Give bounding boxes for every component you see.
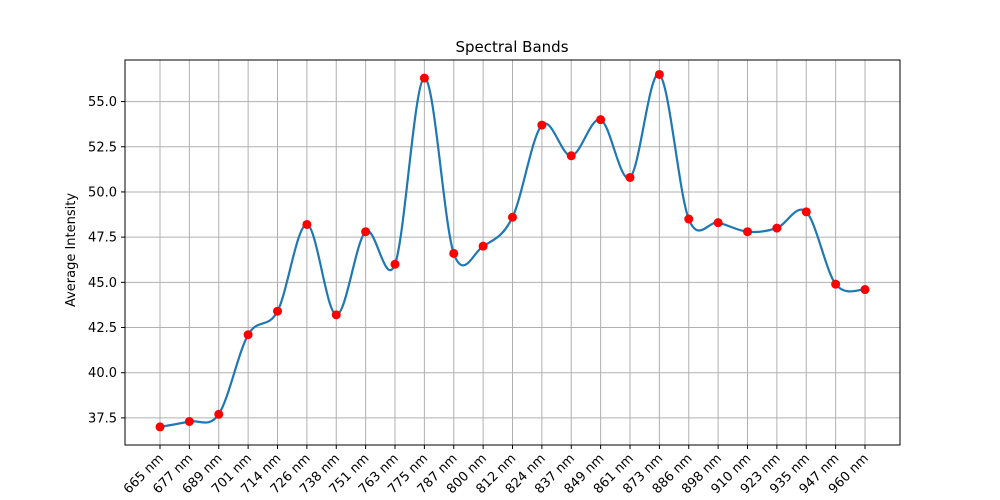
data-point [772, 223, 782, 233]
y-axis-label: Average Intensity [64, 193, 79, 307]
data-point [302, 219, 312, 229]
y-tick-label: 37.5 [88, 411, 117, 426]
data-point [801, 207, 811, 217]
data-point [361, 227, 371, 237]
y-tick-label: 42.5 [88, 321, 117, 336]
data-point [184, 417, 194, 427]
y-tick-label: 40.0 [88, 366, 117, 381]
data-point [508, 212, 517, 222]
y-tick-label: 50.0 [88, 185, 117, 200]
y-tick-label: 55.0 [88, 95, 117, 110]
grid [125, 60, 900, 445]
plot-frame [124, 59, 901, 446]
data-point [860, 285, 870, 295]
data-point [713, 218, 723, 228]
chart-title: Spectral Bands [455, 38, 568, 56]
data-points [155, 69, 870, 432]
data-point [625, 172, 635, 182]
y-tick-label: 47.5 [88, 231, 117, 246]
data-point [155, 422, 165, 432]
data-point [390, 259, 400, 269]
data-point [596, 115, 606, 125]
data-point [273, 306, 282, 316]
data-point [331, 310, 341, 320]
y-ticks: 37.5 40.0 42.5 45.0 47.5 50.0 52.5 55.0 [88, 95, 125, 426]
data-point [831, 279, 841, 289]
data-point [214, 409, 224, 419]
data-point [419, 73, 429, 83]
data-point [684, 214, 694, 224]
data-point [449, 248, 459, 258]
data-point [566, 151, 576, 161]
data-point [243, 330, 253, 340]
data-point [478, 241, 488, 251]
data-point [743, 227, 752, 237]
y-tick-label: 45.0 [88, 276, 117, 291]
data-point [654, 69, 664, 79]
data-point [537, 120, 547, 130]
series-line [159, 73, 866, 429]
y-tick-label: 52.5 [88, 140, 117, 155]
